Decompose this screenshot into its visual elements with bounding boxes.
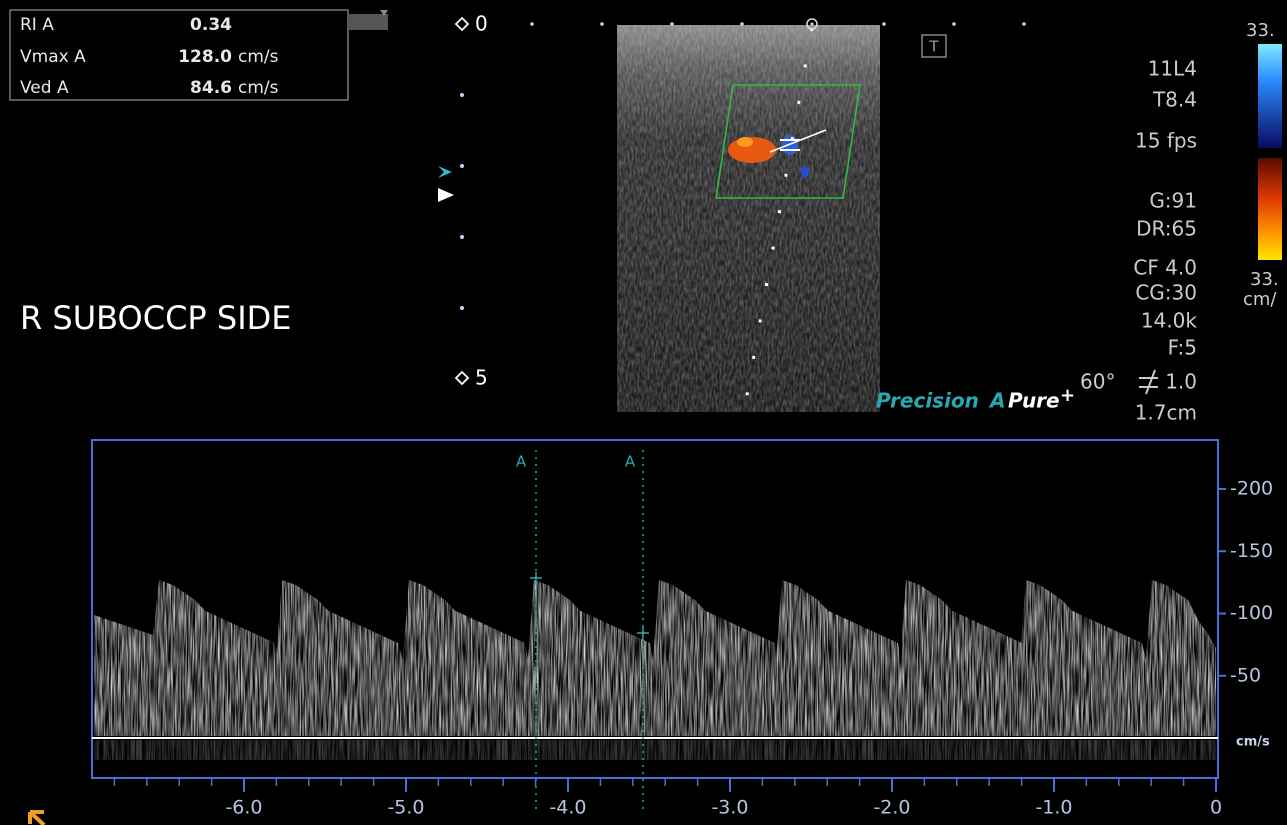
parameter: 1.0: [1165, 370, 1197, 394]
transducer-icon-text: T: [928, 38, 939, 56]
tab: [348, 14, 388, 30]
measurement-label: Ved A: [20, 78, 69, 98]
colorbar-unit: cm/: [1243, 289, 1277, 310]
bmode-texture: [617, 25, 880, 412]
annotation: R SUBOCCP SIDE: [20, 299, 291, 337]
color-flow: [782, 135, 798, 155]
depth-tick: [456, 372, 468, 384]
cursor-label: A: [516, 453, 527, 471]
velocity-tick-label: -150: [1230, 540, 1273, 562]
ultrasound-screen: R SUBOCCP SIDE T 33. 33. cm/ Precision A…: [0, 0, 1287, 825]
time-tick-label: -1.0: [1035, 797, 1072, 819]
parameter: 1.7cm: [1135, 401, 1197, 425]
depth-dots: [460, 93, 464, 310]
focus-marker: [438, 166, 452, 178]
measurement-label: RI A: [20, 15, 54, 35]
measurement-value: 128.0: [178, 47, 232, 67]
time-tick-label: -3.0: [711, 797, 748, 819]
cursor-label: A: [625, 453, 636, 471]
velocity-unit: cm/s: [1236, 735, 1270, 750]
velocity-tick-label: -200: [1230, 478, 1273, 500]
colorbar-top: 33.: [1246, 20, 1275, 41]
parameter: 11L4: [1148, 57, 1197, 81]
time-tick-label: -5.0: [387, 797, 424, 819]
time-tick-label: -4.0: [549, 797, 586, 819]
parameter: T8.4: [1152, 88, 1197, 112]
measurement-unit: cm/s: [238, 47, 279, 67]
time-tick-label: -6.0: [225, 797, 262, 819]
parameter: G:91: [1149, 189, 1197, 213]
parameter: 14.0k: [1141, 309, 1198, 333]
velocity-tick-label: -50: [1230, 664, 1261, 686]
depth-tick: [456, 18, 468, 30]
parameter: 15 fps: [1135, 129, 1197, 153]
depth-label: 5: [475, 366, 488, 390]
page: { "measurements": [ {"label": "RI A", "v…: [0, 0, 1287, 825]
colorbar-bottom: 33.: [1250, 269, 1279, 290]
measurement-unit: cm/s: [238, 78, 279, 98]
colorbar-negative: [1258, 158, 1282, 260]
depth-label: 0: [475, 12, 488, 36]
logo-apure: Pure: [1008, 389, 1060, 413]
corner-arrow: [30, 812, 44, 825]
color-flow: [801, 166, 809, 178]
cursor-top: [811, 23, 814, 26]
parameter: DR:65: [1136, 217, 1197, 241]
time-tick-label: 0: [1210, 797, 1222, 819]
logo-precision: Precision: [876, 389, 979, 413]
steer-icon: [1139, 370, 1158, 394]
measurement-value: 84.6: [190, 78, 232, 98]
color-flow: [737, 137, 753, 147]
logo-apure-a: A: [988, 389, 1005, 413]
spectral-reverse-noise: [94, 740, 1216, 760]
parameter: CG:30: [1135, 281, 1197, 305]
focus-marker: [438, 188, 454, 202]
measurement-label: Vmax A: [20, 47, 86, 67]
logo-apure-plus: +: [1060, 385, 1075, 406]
parameter: F:5: [1168, 336, 1197, 360]
colorbar-positive: [1258, 44, 1282, 148]
parameter: CF 4.0: [1133, 256, 1197, 280]
time-tick-label: -2.0: [873, 797, 910, 819]
angle: 60°: [1080, 370, 1115, 394]
measurement-value: 0.34: [190, 15, 232, 35]
velocity-tick-label: -100: [1230, 602, 1273, 624]
